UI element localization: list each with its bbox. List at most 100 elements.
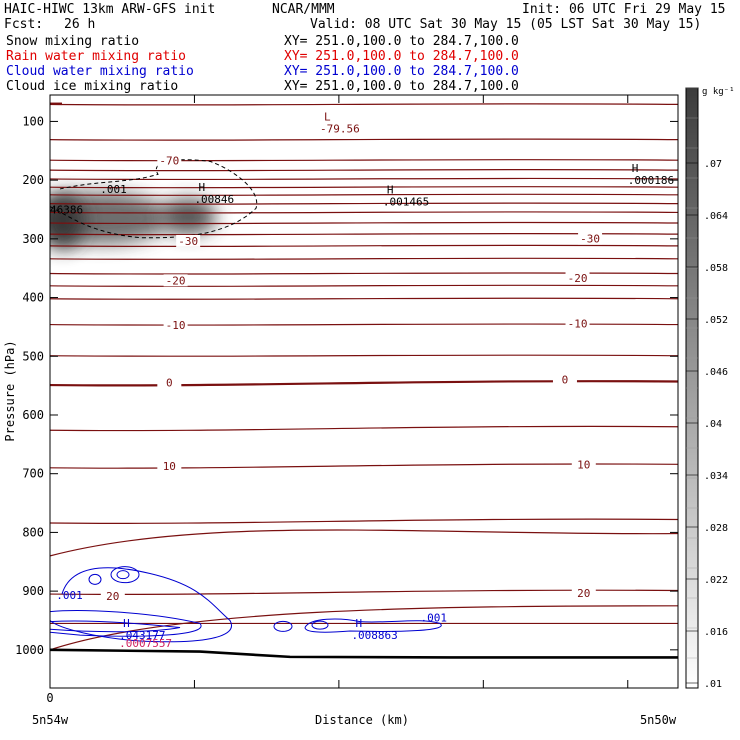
- organization-label: NCAR/MMM: [272, 2, 335, 17]
- field-xy-rain: XY= 251.0,100.0 to 284.7,100.0: [284, 49, 519, 64]
- x-axis-title: Distance (km): [315, 713, 409, 727]
- extremum-marker: H: [387, 184, 394, 197]
- y-tick-label: 100: [22, 114, 44, 128]
- temperature-contour: [50, 380, 678, 387]
- colorbar-tick-label: .022: [704, 575, 728, 586]
- temperature-contour: [50, 221, 678, 225]
- extremum-value: .008863: [351, 629, 397, 642]
- field-name-rain: Rain water mixing ratio: [6, 49, 187, 64]
- temperature-contour: [50, 425, 678, 432]
- temperature-contour: [50, 138, 678, 141]
- temperature-contour-label: -10: [166, 319, 186, 332]
- colorbar-tick-label: .034: [704, 471, 728, 482]
- colorbar-tick-label: .064: [704, 211, 728, 222]
- colorbar-tick-label: .016: [704, 627, 728, 638]
- cloud-water-contour: [50, 567, 232, 643]
- field-name-snow: Snow mixing ratio: [6, 34, 140, 49]
- temperature-contour-label: 10: [577, 459, 590, 472]
- valid-time: Valid: 08 UTC Sat 30 May 15 (05 LST Sat …: [310, 17, 702, 32]
- colorbar-tick-label: .01: [704, 679, 722, 690]
- temperature-contour: [50, 211, 678, 214]
- temperature-contour: [50, 103, 678, 106]
- field-name-cloud-water: Cloud water mixing ratio: [6, 64, 194, 79]
- extremum-marker: H: [355, 617, 362, 630]
- temperature-contour-label: -20: [568, 272, 588, 285]
- temperature-contour: [50, 193, 678, 196]
- temperature-contour-label: -10: [568, 318, 588, 331]
- y-tick-label: 900: [22, 584, 44, 598]
- model-title: HAIC-HIWC 13km ARW-GFS init: [4, 2, 216, 17]
- y-axis-title: Pressure (hPa): [3, 340, 17, 441]
- contour-label-bg: [565, 271, 590, 284]
- y-tick-label: 600: [22, 408, 44, 422]
- temperature-contour-label: 20: [577, 587, 590, 600]
- colorbar-tick-label: .052: [704, 315, 728, 326]
- cloud-water-contour: [88, 573, 102, 585]
- colorbar-tick-label: .04: [704, 419, 722, 430]
- temperature-contour: [50, 168, 678, 172]
- contour-label-bg: [157, 459, 182, 472]
- y-tick-label: 400: [22, 291, 44, 305]
- temperature-contour: [50, 518, 678, 524]
- temperature-contour: [50, 297, 678, 300]
- init-time: Init: 06 UTC Fri 29 May 15: [522, 2, 726, 17]
- temperature-contour-label: 0: [166, 376, 173, 389]
- contour-label-bg: [552, 373, 577, 386]
- contour-label-bg: [571, 458, 596, 471]
- extremum-value: .00846: [194, 193, 234, 206]
- temperature-contour: [50, 186, 678, 189]
- cloud-water-contour: [311, 620, 329, 630]
- temperature-contour: [50, 354, 678, 357]
- temperature-contour: [50, 177, 678, 181]
- temperature-contour-label: 20: [106, 590, 119, 603]
- extremum-value: .001465: [383, 196, 429, 209]
- contour-label: .001: [421, 612, 448, 625]
- y-tick-label: 300: [22, 232, 44, 246]
- extremum-value: .043177: [119, 629, 165, 642]
- cloud-ice-contour: [50, 159, 258, 239]
- contour-label-bg: [163, 274, 188, 287]
- colorbar-tick-label: .046: [704, 367, 728, 378]
- temperature-contour: [50, 202, 678, 205]
- temperature-contour-label: -70: [159, 155, 179, 168]
- field-xy-cloud-ice: XY= 251.0,100.0 to 284.7,100.0: [284, 79, 519, 94]
- y-tick-label: 800: [22, 525, 44, 539]
- temperature-contour-label: 10: [163, 460, 176, 473]
- x-tick-label: 0: [46, 691, 53, 705]
- snow-shading-core: [160, 198, 217, 235]
- colorbar-tick-label: .07: [704, 159, 722, 170]
- temperature-contour: [50, 605, 678, 651]
- extremum-value: .0007557: [119, 637, 172, 650]
- x-left-location: 5n54w: [32, 713, 69, 727]
- temperature-contour-label: 0: [562, 374, 569, 387]
- contour-label: .001: [100, 183, 127, 196]
- contour-label-bg: [157, 376, 182, 389]
- cloud-water-contour: [273, 620, 293, 632]
- temperature-contour-label: -30: [580, 233, 600, 246]
- extremum-value: -79.56: [320, 122, 360, 135]
- contour-label-bg: [571, 587, 596, 600]
- plot-frame: [49, 94, 679, 689]
- extremum-value: .000186: [628, 174, 674, 187]
- cloud-water-contour: [50, 610, 202, 637]
- contour-label-bg: [163, 318, 188, 331]
- temperature-contour: [50, 232, 678, 236]
- cloud-water-contour: [110, 566, 140, 584]
- colorbar-unit: g kg⁻¹: [702, 87, 735, 97]
- colorbar-tick-label: .028: [704, 523, 728, 534]
- y-tick-label: 1000: [15, 643, 44, 657]
- cloud-water-contour: [50, 620, 181, 633]
- extremum-marker: H: [123, 617, 130, 630]
- cloud-water-contour: [304, 618, 442, 633]
- y-tick-label: 700: [22, 467, 44, 481]
- temperature-contour: [50, 284, 678, 287]
- terrain-line: [50, 648, 678, 659]
- y-tick-label: 200: [22, 173, 44, 187]
- y-tick-label: 500: [22, 349, 44, 363]
- temperature-contour: [50, 529, 678, 557]
- field-xy-cloud-water: XY= 251.0,100.0 to 284.7,100.0: [284, 64, 519, 79]
- contour-label-bg: [565, 317, 590, 330]
- field-xy-snow: XY= 251.0,100.0 to 284.7,100.0: [284, 34, 519, 49]
- extremum-marker: L: [324, 110, 331, 123]
